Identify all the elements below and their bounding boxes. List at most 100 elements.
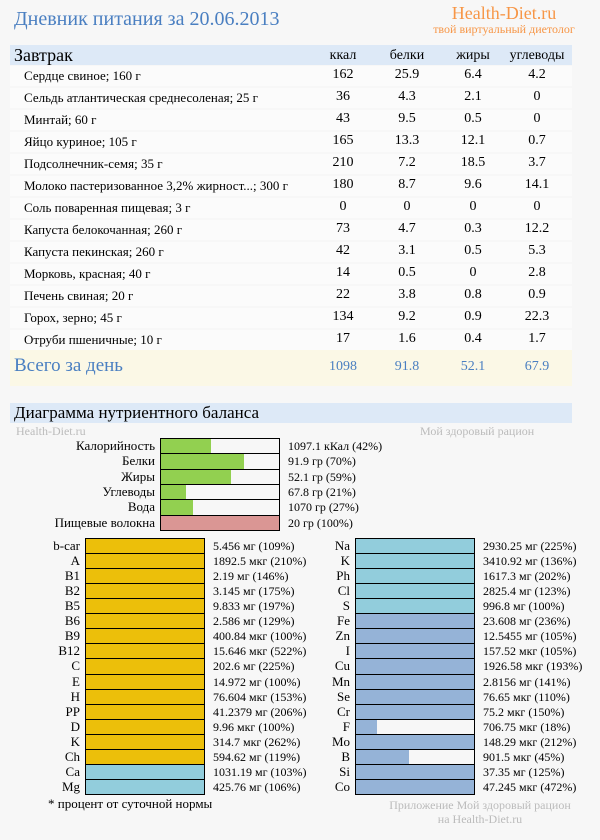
nutrient-value: 1617.3 мг (202%): [483, 569, 571, 584]
food-value: 0.5: [464, 243, 482, 258]
nutrient-label: B5: [64, 598, 80, 614]
nutrient-label: I: [345, 643, 350, 659]
food-name: Яйцо куриное; 105 г: [24, 134, 137, 149]
nutrient-label: Ch: [64, 748, 80, 764]
nutrient-value: 15.646 мкг (522%): [213, 644, 307, 659]
watermark-bottom-line1: Приложение Мой здоровый рацион: [389, 798, 571, 812]
food-name: Подсолнечник-семя; 35 г: [24, 156, 163, 171]
nutrient-label: Mn: [331, 673, 350, 689]
food-row: [10, 308, 572, 328]
nutrient-label: Na: [334, 538, 350, 553]
totals-label: Всего за день: [14, 355, 123, 376]
food-row: [10, 198, 572, 218]
nutrient-bar-fill: [356, 644, 474, 659]
food-row: [10, 330, 572, 350]
food-value: 2.1: [464, 89, 482, 104]
nutrient-bar-fill: [356, 659, 474, 674]
watermark-right: Мой здоровый рацион: [420, 424, 535, 438]
nutrient-bar: [160, 468, 280, 485]
food-name: Капуста пекинская; 260 г: [24, 244, 164, 259]
nutrient-value: 12.5455 мг (105%): [483, 629, 577, 644]
total-fat: 52.1: [460, 359, 486, 374]
nutrient-label: Пищевые волокна: [54, 514, 155, 530]
nutrient-bar: [85, 568, 205, 585]
food-value: 13.3: [394, 133, 420, 148]
food-name: Минтай; 60 г: [24, 112, 97, 127]
food-value: 0: [469, 199, 477, 214]
watermark-bottom: Приложение Мой здоровый рацион на Health…: [360, 798, 600, 826]
food-value: 3.8: [398, 287, 416, 302]
food-value: 165: [332, 133, 354, 148]
nutrient-bar-fill: [356, 779, 474, 794]
nutrient-bar-fill: [356, 599, 474, 614]
food-value: 6.4: [464, 67, 482, 82]
nutrient-bar: [355, 538, 475, 555]
nutrient-label: B12: [58, 643, 80, 659]
nutrient-value: 52.1 гр (59%): [288, 469, 356, 484]
nutrient-bar-fill: [86, 749, 204, 764]
food-value: 0: [339, 199, 347, 214]
nutrient-value: 91.9 гр (70%): [288, 454, 356, 469]
food-value: 9.5: [398, 111, 416, 126]
brand-tagline: твой виртуальный диетолог: [433, 22, 575, 36]
nutrient-value: 425.76 мг (106%): [213, 779, 301, 794]
food-name: Соль поваренная пищевая; 3 г: [24, 200, 191, 215]
nutrient-label: C: [71, 658, 80, 674]
food-value: 12.2: [524, 221, 550, 236]
nutrient-bar-fill: [161, 454, 244, 469]
diagram-title: Диаграмма нутриентного баланса: [14, 403, 260, 422]
food-value: 4.2: [528, 67, 546, 82]
nutrient-label: B2: [64, 583, 80, 599]
nutrient-bar-fill: [86, 674, 204, 689]
nutrient-bar: [355, 688, 475, 705]
nutrient-label: D: [70, 718, 80, 734]
nutrient-bar: [355, 598, 475, 615]
nutrient-bar: [160, 514, 280, 531]
nutrient-value: 14.972 мг (100%): [213, 674, 301, 689]
food-value: 43: [336, 111, 350, 126]
food-row: [10, 220, 572, 240]
food-name: Молоко пастеризованное 3,2% жирност...; …: [24, 178, 288, 193]
nutrient-bar: [85, 703, 205, 720]
food-value: 1.6: [398, 331, 416, 346]
food-value: 22: [336, 287, 350, 302]
nutrient-bar-fill: [86, 644, 204, 659]
nutrient-bar-fill: [86, 614, 204, 629]
nutrient-bar-fill: [356, 584, 474, 599]
nutrient-value: 3410.92 мг (136%): [483, 554, 577, 569]
nutrient-bar-fill: [86, 659, 204, 674]
food-value: 25.9: [394, 67, 420, 82]
nutrient-bar: [160, 499, 280, 516]
nutrient-value: 47.245 мкг (472%): [483, 779, 577, 794]
nutrient-value: 23.608 мг (236%): [483, 614, 571, 629]
food-row: [10, 176, 572, 196]
nutrient-label: E: [72, 673, 80, 689]
food-value: 22.3: [524, 309, 550, 324]
nutrient-value: 9.833 мг (197%): [213, 599, 295, 614]
nutrient-value: 2.8156 мг (141%): [483, 674, 571, 689]
nutrient-label: Калорийность: [76, 438, 155, 453]
nutrient-label: Cu: [334, 658, 350, 674]
nutrient-label: Белки: [122, 453, 155, 469]
nutrient-bar-fill: [356, 719, 378, 734]
nutrient-bar: [85, 748, 205, 765]
nutrient-bar-fill: [161, 469, 231, 484]
nutrient-value: 37.35 мг (125%): [483, 764, 565, 779]
nutrient-label: F: [342, 718, 350, 734]
nutrient-value: 148.29 мкг (212%): [483, 734, 577, 749]
nutrient-bar-fill: [356, 764, 474, 779]
food-value: 9.2: [398, 309, 416, 324]
nutrient-label: PP: [65, 703, 80, 719]
nutrient-label: Mg: [61, 778, 80, 794]
nutrient-bar: [355, 718, 475, 735]
total-carbs: 67.9: [524, 359, 550, 374]
nutrient-value: 314.7 мкг (262%): [213, 734, 301, 749]
food-name: Морковь, красная; 40 г: [24, 266, 151, 281]
brand-logo[interactable]: Health-Diet.ru: [451, 3, 557, 23]
nutrient-value: 901.5 мкг (45%): [483, 749, 565, 764]
nutrient-value: 1926.58 мкг (193%): [483, 659, 583, 674]
food-value: 12.1: [460, 133, 486, 148]
nutrient-value: 996.8 мг (100%): [483, 599, 565, 614]
total-kcal: 1098: [329, 359, 357, 374]
footnote: * процент от суточной нормы: [48, 796, 213, 811]
